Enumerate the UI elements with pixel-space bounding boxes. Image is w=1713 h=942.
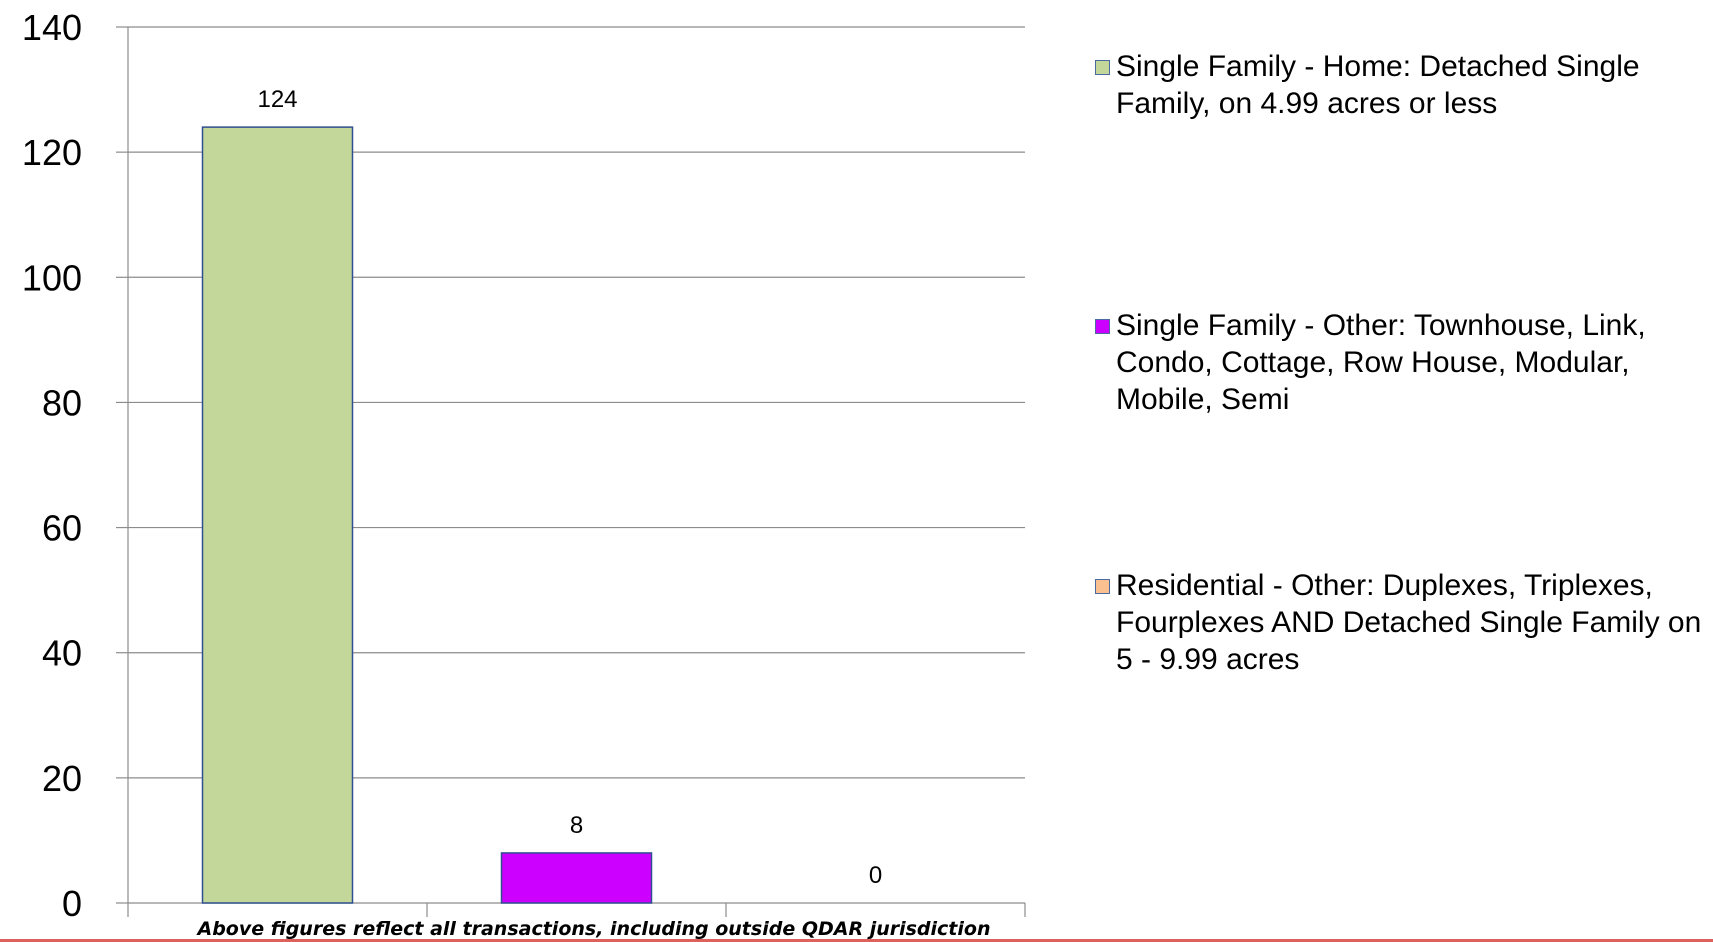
y-tick-label-60: 60	[42, 508, 82, 549]
bottom-border	[0, 939, 1713, 942]
legend-swatch-3	[1095, 579, 1110, 594]
legend-item-1: Single Family - Home: Detached Single Fa…	[1095, 48, 1707, 122]
y-tick-label-100: 100	[22, 257, 82, 298]
legend-item-3: Residential - Other: Duplexes, Triplexes…	[1095, 567, 1707, 678]
y-tick-label-120: 120	[22, 132, 82, 173]
data-labels: 124 8 0	[257, 86, 882, 889]
data-label-3: 0	[869, 862, 882, 889]
data-label-1: 124	[257, 86, 297, 113]
legend-item-2: Single Family - Other: Townhouse, Link, …	[1095, 307, 1707, 418]
y-tick-label-0: 0	[62, 883, 82, 924]
legend-label-1: Single Family - Home: Detached Single Fa…	[1116, 50, 1640, 120]
legend-label-2: Single Family - Other: Townhouse, Link, …	[1116, 309, 1646, 416]
y-tick-label-80: 80	[42, 382, 82, 423]
bars	[201, 126, 653, 904]
footnote: Above figures reflect all transactions, …	[196, 918, 991, 940]
bar-2	[500, 852, 653, 904]
y-tick-label-40: 40	[42, 633, 82, 674]
legend-swatch-1	[1095, 60, 1110, 75]
y-tick-label-140: 140	[22, 7, 82, 48]
legend-label-3: Residential - Other: Duplexes, Triplexes…	[1116, 569, 1702, 676]
y-tick-label-20: 20	[42, 758, 82, 799]
data-label-2: 8	[570, 812, 583, 839]
bar-1	[201, 126, 354, 904]
legend-swatch-2	[1095, 319, 1110, 334]
